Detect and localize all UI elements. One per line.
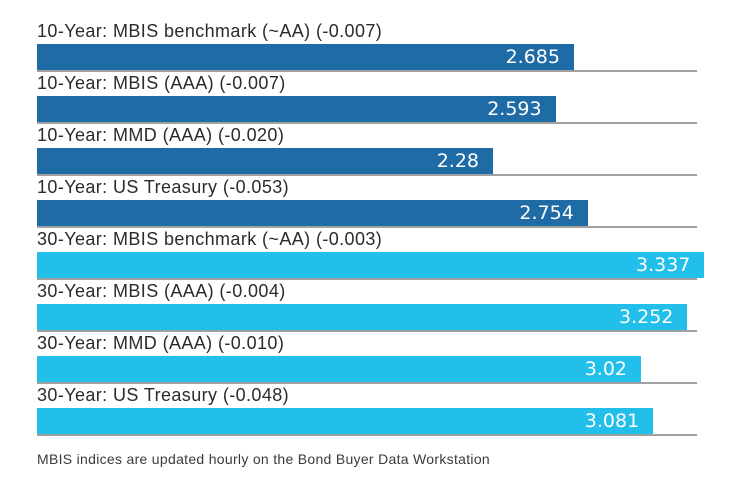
bar-label: 10-Year: MBIS (AAA) (-0.007) bbox=[37, 73, 286, 93]
bar: 2.685 bbox=[37, 44, 574, 70]
bar-label: 30-Year: US Treasury (-0.048) bbox=[37, 385, 290, 405]
row-baseline bbox=[37, 174, 697, 176]
chart-row: 30-Year: MBIS benchmark (~AA) (-0.003) 3… bbox=[37, 229, 705, 281]
bar-track: 2.685 bbox=[37, 44, 697, 70]
bar: 2.754 bbox=[37, 200, 588, 226]
chart-row: 10-Year: US Treasury (-0.053) 2.754 bbox=[37, 177, 697, 229]
chart-row: 30-Year: US Treasury (-0.048) 3.081 bbox=[37, 385, 697, 437]
bar-chart: 10-Year: MBIS benchmark (~AA) (-0.007) 2… bbox=[37, 21, 705, 437]
bar-label: 30-Year: MBIS benchmark (~AA) (-0.003) bbox=[37, 229, 383, 249]
bar-label: 10-Year: US Treasury (-0.053) bbox=[37, 177, 290, 197]
bar: 3.337 bbox=[37, 252, 705, 278]
row-baseline bbox=[37, 122, 697, 124]
bar-track: 3.081 bbox=[37, 408, 697, 434]
bar: 2.28 bbox=[37, 148, 493, 174]
row-baseline bbox=[37, 226, 697, 228]
bar-value-label: 3.252 bbox=[618, 306, 674, 328]
row-baseline bbox=[37, 278, 697, 280]
chart-row: 10-Year: MBIS benchmark (~AA) (-0.007) 2… bbox=[37, 21, 697, 73]
bar-value-label: 3.081 bbox=[584, 410, 640, 432]
bar-track: 3.337 bbox=[37, 252, 705, 278]
chart-row: 30-Year: MBIS (AAA) (-0.004) 3.252 bbox=[37, 281, 697, 333]
row-baseline bbox=[37, 382, 697, 384]
row-baseline bbox=[37, 70, 697, 72]
row-baseline bbox=[37, 434, 697, 436]
bar-label: 30-Year: MBIS (AAA) (-0.004) bbox=[37, 281, 286, 301]
chart-row: 30-Year: MMD (AAA) (-0.010) 3.02 bbox=[37, 333, 697, 385]
bar-track: 3.02 bbox=[37, 356, 697, 382]
row-baseline bbox=[37, 330, 697, 332]
bar-track: 2.28 bbox=[37, 148, 697, 174]
bar-value-label: 2.593 bbox=[487, 98, 542, 120]
bar-label: 30-Year: MMD (AAA) (-0.010) bbox=[37, 333, 285, 353]
bar-value-label: 3.02 bbox=[584, 358, 627, 380]
bar-label: 10-Year: MBIS benchmark (~AA) (-0.007) bbox=[37, 21, 383, 41]
bar-value-label: 2.754 bbox=[519, 202, 574, 224]
chart-row: 10-Year: MMD (AAA) (-0.020) 2.28 bbox=[37, 125, 697, 177]
bar-value-label: 3.337 bbox=[635, 254, 691, 276]
bar-track: 3.252 bbox=[37, 304, 697, 330]
footer-note: MBIS indices are updated hourly on the B… bbox=[37, 451, 491, 467]
bar-label: 10-Year: MMD (AAA) (-0.020) bbox=[37, 125, 285, 145]
bar-track: 2.593 bbox=[37, 96, 697, 122]
bar: 2.593 bbox=[37, 96, 556, 122]
bar-value-label: 2.685 bbox=[505, 46, 560, 68]
bar: 3.081 bbox=[37, 408, 654, 434]
bar-track: 2.754 bbox=[37, 200, 697, 226]
bar: 3.02 bbox=[37, 356, 641, 382]
bar: 3.252 bbox=[37, 304, 688, 330]
chart-row: 10-Year: MBIS (AAA) (-0.007) 2.593 bbox=[37, 73, 697, 125]
bar-value-label: 2.28 bbox=[436, 150, 479, 172]
